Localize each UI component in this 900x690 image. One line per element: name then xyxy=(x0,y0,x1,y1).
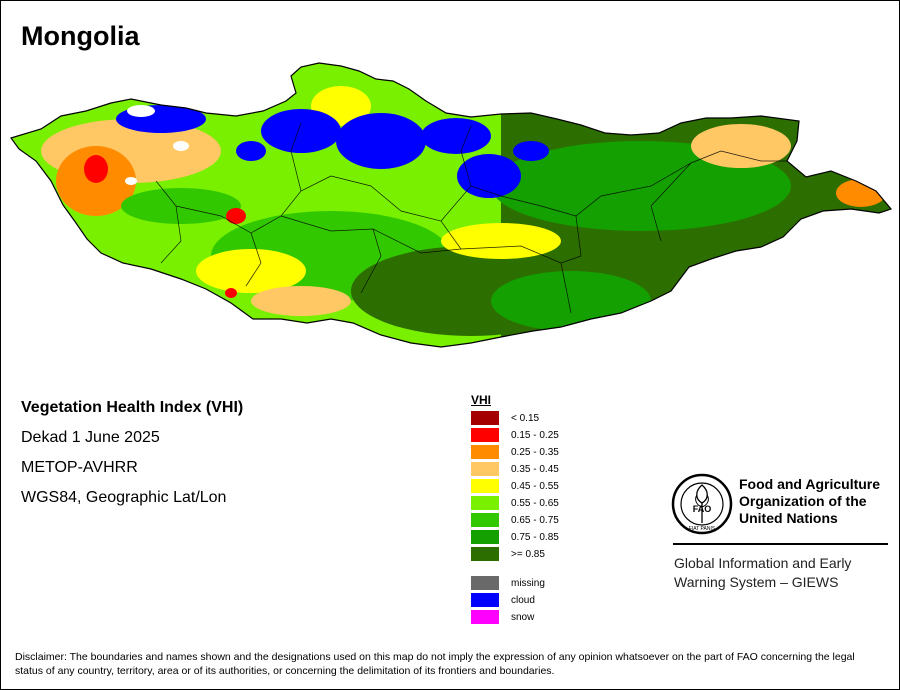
giews-line: Warning System – GIEWS xyxy=(674,574,839,590)
mongolia-vhi-map xyxy=(10,62,892,348)
info-projection: WGS84, Geographic Lat/Lon xyxy=(21,489,227,506)
legend-swatch xyxy=(471,576,499,590)
legend-row: 0.45 - 0.55 xyxy=(471,479,559,493)
legend-label: cloud xyxy=(511,594,535,606)
fao-logo-icon: FAO FIAT PANIS xyxy=(671,473,733,535)
divider xyxy=(673,543,888,545)
legend-row: 0.65 - 0.75 xyxy=(471,513,559,527)
fao-logo-text: FAO xyxy=(693,504,712,514)
disclaimer-text: Disclaimer: The boundaries and names sho… xyxy=(15,651,855,677)
legend-swatch xyxy=(471,479,499,493)
legend-row: 0.25 - 0.35 xyxy=(471,445,559,459)
fao-name-line: Organization of the xyxy=(739,493,867,509)
info-index-name: Vegetation Health Index (VHI) xyxy=(21,399,244,416)
legend-label: >= 0.85 xyxy=(511,548,545,560)
legend-label: < 0.15 xyxy=(511,412,540,424)
legend-label: 0.45 - 0.55 xyxy=(511,480,559,492)
admin-boundaries xyxy=(155,122,787,314)
legend-label: 0.65 - 0.75 xyxy=(511,514,559,526)
legend-row: 0.55 - 0.65 xyxy=(471,496,559,510)
legend-label: 0.15 - 0.25 xyxy=(511,429,559,441)
legend-row: 0.75 - 0.85 xyxy=(471,530,559,544)
legend-swatch xyxy=(471,496,499,510)
legend-row: 0.35 - 0.45 xyxy=(471,462,559,476)
legend-swatch xyxy=(471,428,499,442)
legend-swatch xyxy=(471,513,499,527)
legend-swatch xyxy=(471,445,499,459)
legend-row: missing xyxy=(471,576,545,590)
legend-row: 0.15 - 0.25 xyxy=(471,428,559,442)
legend-swatch xyxy=(471,593,499,607)
legend-swatch xyxy=(471,547,499,561)
fao-name-line: Food and Agriculture xyxy=(739,476,881,492)
info-sensor: METOP-AVHRR xyxy=(21,459,138,476)
fao-organization-name: Food and Agriculture Organization of the… xyxy=(739,476,880,527)
legend-label: 0.25 - 0.35 xyxy=(511,446,559,458)
legend-row: >= 0.85 xyxy=(471,547,545,561)
legend-label: 0.35 - 0.45 xyxy=(511,463,559,475)
legend-label: 0.75 - 0.85 xyxy=(511,531,559,543)
fao-name-line: United Nations xyxy=(739,510,838,526)
giews-label: Global Information and Early Warning Sys… xyxy=(674,554,851,592)
legend-row: cloud xyxy=(471,593,535,607)
legend-swatch xyxy=(471,530,499,544)
legend-label: snow xyxy=(511,611,535,623)
legend-swatch xyxy=(471,411,499,425)
legend-row: < 0.15 xyxy=(471,411,539,425)
map-title: Mongolia xyxy=(21,21,140,51)
vhi-raster xyxy=(11,63,891,347)
legend-swatch xyxy=(471,610,499,624)
giews-line: Global Information and Early xyxy=(674,555,852,571)
legend-label: 0.55 - 0.65 xyxy=(511,497,559,509)
legend-swatch xyxy=(471,462,499,476)
fao-logo-motto: FIAT PANIS xyxy=(689,526,716,532)
legend-label: missing xyxy=(511,577,545,589)
info-dekad: Dekad 1 June 2025 xyxy=(21,429,160,446)
legend-row: snow xyxy=(471,610,534,624)
legend-title: VHI xyxy=(471,393,492,407)
